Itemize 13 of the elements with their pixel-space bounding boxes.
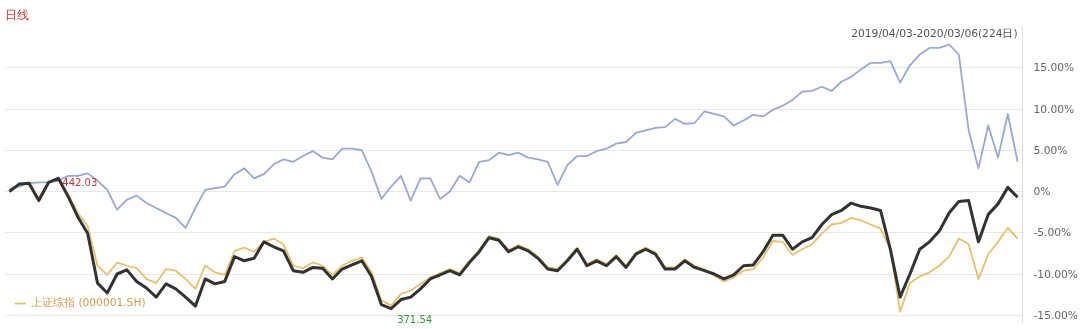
line-series	[8, 43, 1019, 229]
y-tick-label: 0%	[1033, 185, 1051, 198]
y-tick-label: 10.00%	[1033, 102, 1075, 116]
annotation: 2019/04/03-2020/03/06(224日)	[851, 26, 1018, 40]
y-tick-label: -15.00%	[1033, 308, 1078, 322]
y-tick-label: 5.00%	[1033, 143, 1068, 157]
y-tick-label: 15.00%	[1033, 61, 1075, 75]
legend-label: 上证综指 (000001.SH)	[31, 296, 146, 310]
annotation: 371.54	[397, 313, 433, 325]
y-tick-label: -10.00%	[1033, 267, 1078, 281]
y-tick-label: -5.00%	[1033, 226, 1072, 240]
chart-title: 日线	[4, 7, 29, 22]
annotation: 442.03	[62, 177, 98, 189]
